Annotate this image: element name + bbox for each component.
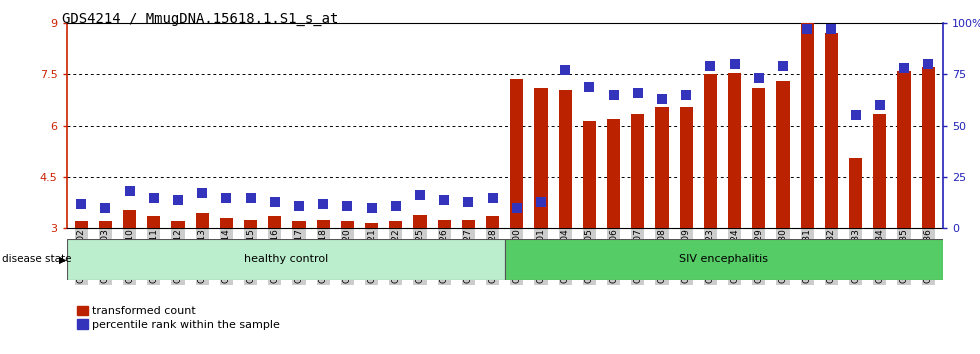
Point — [74, 201, 89, 206]
Text: ▶: ▶ — [59, 254, 67, 264]
Bar — [704, 74, 717, 228]
Point — [509, 205, 524, 211]
Bar — [292, 222, 306, 228]
Point — [703, 63, 718, 69]
Point — [219, 195, 234, 200]
Point — [800, 26, 815, 32]
Bar — [99, 222, 112, 228]
Bar — [389, 222, 403, 228]
Text: disease state: disease state — [2, 254, 72, 264]
Bar — [414, 215, 426, 228]
Text: SIV encephalitis: SIV encephalitis — [679, 254, 768, 264]
Bar — [583, 121, 596, 228]
Point — [775, 63, 791, 69]
Bar — [607, 119, 620, 228]
Bar — [365, 223, 378, 228]
Point — [533, 199, 549, 205]
Bar — [505, 239, 943, 280]
Point — [413, 193, 428, 198]
Bar — [534, 88, 548, 228]
Bar — [122, 210, 136, 228]
Point — [316, 201, 331, 206]
Bar — [631, 114, 645, 228]
Point — [848, 113, 863, 118]
Point — [655, 96, 670, 102]
Point — [558, 67, 573, 73]
Point — [823, 26, 839, 32]
Text: GDS4214 / MmugDNA.15618.1.S1_s_at: GDS4214 / MmugDNA.15618.1.S1_s_at — [62, 12, 338, 27]
Bar — [437, 220, 451, 228]
Point — [630, 90, 646, 96]
Point — [727, 61, 743, 67]
Bar — [244, 220, 257, 228]
Bar — [486, 216, 499, 228]
Point — [461, 199, 476, 205]
Point — [896, 65, 911, 71]
Point — [267, 199, 282, 205]
Point — [581, 84, 597, 90]
Point — [751, 76, 766, 81]
Bar — [728, 73, 741, 228]
Bar — [462, 220, 475, 228]
Bar — [196, 213, 209, 228]
Bar — [801, 23, 813, 228]
Bar — [898, 71, 910, 228]
Bar — [921, 68, 935, 228]
Bar — [269, 216, 281, 228]
Bar — [825, 33, 838, 228]
Point — [339, 203, 355, 209]
Point — [920, 61, 936, 67]
Point — [291, 203, 307, 209]
Bar — [849, 158, 862, 228]
Bar — [172, 222, 184, 228]
Point — [146, 195, 162, 200]
Point — [122, 189, 137, 194]
Bar — [317, 220, 330, 228]
Point — [678, 92, 694, 98]
Point — [171, 197, 186, 202]
Point — [606, 92, 621, 98]
Bar — [341, 222, 354, 228]
Point — [98, 205, 114, 211]
Legend: transformed count, percentile rank within the sample: transformed count, percentile rank withi… — [73, 301, 284, 334]
Point — [243, 195, 259, 200]
Bar — [873, 114, 887, 228]
Point — [194, 190, 210, 196]
Point — [485, 195, 501, 200]
Bar — [74, 222, 88, 228]
Bar — [679, 107, 693, 228]
Bar — [67, 239, 505, 280]
Bar — [220, 218, 233, 228]
Bar — [511, 80, 523, 228]
Bar — [753, 88, 765, 228]
Point — [872, 102, 888, 108]
Bar — [147, 216, 161, 228]
Text: healthy control: healthy control — [244, 254, 327, 264]
Point — [364, 205, 379, 211]
Bar — [776, 81, 790, 228]
Bar — [559, 90, 572, 228]
Point — [436, 197, 452, 202]
Bar — [656, 107, 668, 228]
Point — [388, 203, 404, 209]
